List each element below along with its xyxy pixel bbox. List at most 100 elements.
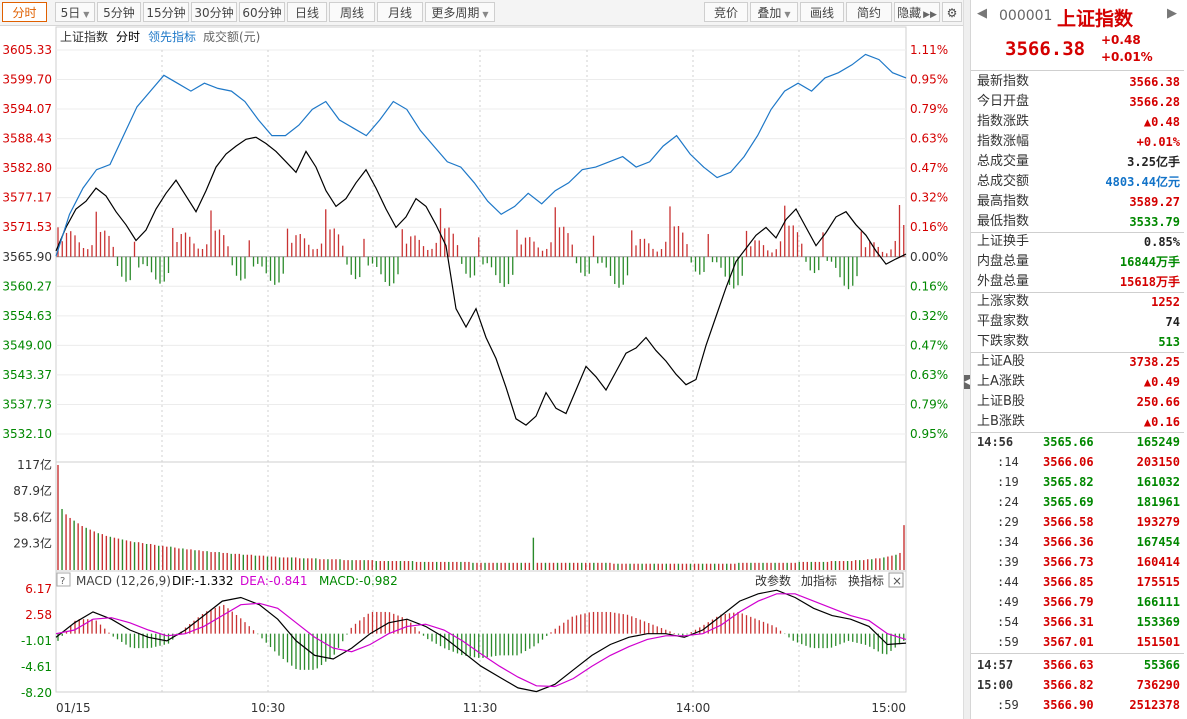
macd-tick-label: -1.01 xyxy=(21,634,52,648)
quote-row: 最高指数 3589.27 xyxy=(971,192,1184,212)
volume-tick-label: 87.9亿 xyxy=(13,483,52,498)
tick-volume: 153369 xyxy=(1136,615,1180,629)
quote-row: 内盘总量 16844万手 xyxy=(971,252,1184,272)
tick-volume: 181961 xyxy=(1136,495,1180,509)
tick-row: :49 3566.79 166111 xyxy=(971,592,1184,612)
tab-5min[interactable]: 5分钟 xyxy=(97,2,141,22)
chart-frame xyxy=(55,26,907,693)
tick-row: 14:56 3565.66 165249 xyxy=(971,432,1184,452)
hide-button[interactable]: 隐藏 ▶▶ xyxy=(894,2,940,22)
pct-tick-label: 1.11% xyxy=(910,43,948,57)
tick-row: :14 3566.06 203150 xyxy=(971,452,1184,472)
divider xyxy=(971,70,1184,71)
tick-volume: 175515 xyxy=(1136,575,1180,589)
y-tick-label: 3565.90 xyxy=(2,250,52,264)
simple-button[interactable]: 简约 xyxy=(846,2,892,22)
quote-row-value: 3533.79 xyxy=(1129,215,1180,229)
tick-volume: 166111 xyxy=(1136,595,1180,609)
y-tick-label: 3537.73 xyxy=(2,397,52,411)
tick-time: :24 xyxy=(997,495,1019,509)
divider xyxy=(971,352,1184,353)
tab-15min[interactable]: 15分钟 xyxy=(143,2,189,22)
tick-volume: 151501 xyxy=(1136,635,1180,649)
dea-line xyxy=(55,593,907,688)
tick-time: :19 xyxy=(997,475,1019,489)
macd-value: MACD:-0.982 xyxy=(319,574,398,588)
next-stock-icon[interactable]: ▶ xyxy=(1167,6,1177,21)
y-tick-label: 3582.80 xyxy=(2,161,52,175)
quote-row: 指数涨幅 +0.01% xyxy=(971,132,1184,152)
tab-5day[interactable]: 5日 ▼ xyxy=(55,2,95,22)
quote-row-label: 内盘总量 xyxy=(977,254,1030,269)
tick-volume: 736290 xyxy=(1136,678,1180,692)
quote-row: 最新指数 3566.38 xyxy=(971,72,1184,92)
settings-gear-icon[interactable]: ⚙ xyxy=(942,2,962,22)
chart-area[interactable]: 3605.33 1.11% 3599.70 0.95% 3594.07 0.79% 3588… xyxy=(0,0,963,719)
pct-tick-label: 0.32% xyxy=(910,191,948,205)
legend-lead: 领先指标 xyxy=(148,29,196,44)
swap-indicator-button[interactable]: 换指标 xyxy=(848,573,884,588)
caret-down-icon: ▼ xyxy=(83,10,90,19)
x-tick-label: 01/15 xyxy=(56,701,91,715)
tick-price: 3566.36 xyxy=(1043,535,1094,549)
tick-volume: 161032 xyxy=(1136,475,1180,489)
close-indicator-box[interactable] xyxy=(888,572,904,588)
lead-indicator-line xyxy=(55,53,907,257)
quote-row: 指数涨跌 ▲0.48 xyxy=(971,112,1184,132)
tab-fenshi[interactable]: 分时 xyxy=(2,2,47,22)
tick-time: 14:57 xyxy=(977,658,1014,672)
double-chevron-right-icon: ▶▶ xyxy=(923,10,937,20)
draw-line-button[interactable]: 画线 xyxy=(800,2,844,22)
legend-mode: 分时 xyxy=(116,30,140,44)
help-icon: ? xyxy=(60,576,65,587)
panel-splitter[interactable]: ◀ xyxy=(963,0,971,719)
y-tick-label: 3594.07 xyxy=(2,102,52,116)
tick-price: 3566.63 xyxy=(1043,658,1094,672)
quote-row: 上涨家数 1252 xyxy=(971,292,1184,312)
tick-row: :44 3566.85 175515 xyxy=(971,572,1184,592)
pct-tick-label: 0.47% xyxy=(910,338,948,352)
pct-tick-label: 0.63% xyxy=(910,368,948,382)
y-tick-label: 3605.33 xyxy=(2,43,52,57)
quote-row: 最低指数 3533.79 xyxy=(971,212,1184,232)
tab-monthly[interactable]: 月线 xyxy=(377,2,423,22)
pct-tick-label: 0.79% xyxy=(910,102,948,116)
tab-weekly[interactable]: 周线 xyxy=(329,2,375,22)
pct-tick-label: 0.16% xyxy=(910,279,948,293)
tick-time: :54 xyxy=(997,615,1019,629)
x-tick-label: 10:30 xyxy=(251,701,286,715)
adjust-params-button[interactable]: 改参数 xyxy=(755,573,791,588)
tick-volume: 203150 xyxy=(1136,455,1180,469)
tab-30min[interactable]: 30分钟 xyxy=(191,2,237,22)
quote-row: 上证B股 250.66 xyxy=(971,392,1184,412)
quote-row: 今日开盘 3566.28 xyxy=(971,92,1184,112)
quote-row: 总成交额 4803.44亿元 xyxy=(971,172,1184,192)
overlay-button[interactable]: 叠加 ▼ xyxy=(750,2,798,22)
y-tick-label: 3571.53 xyxy=(2,220,52,234)
tab-5day-label: 5日 xyxy=(60,6,81,20)
help-icon-box[interactable] xyxy=(56,572,71,587)
y-tick-label: 3560.27 xyxy=(2,279,52,293)
tab-daily[interactable]: 日线 xyxy=(287,2,327,22)
quote-row-label: 上A涨跌 xyxy=(977,374,1025,389)
macd-tick-label: -4.61 xyxy=(21,660,52,674)
add-indicator-button[interactable]: 加指标 xyxy=(801,573,837,588)
tick-time: 14:56 xyxy=(977,435,1014,449)
quote-row-label: 总成交量 xyxy=(977,154,1030,169)
tab-60min[interactable]: 60分钟 xyxy=(239,2,285,22)
tick-row: :34 3566.36 167454 xyxy=(971,532,1184,552)
quote-row-label: 今日开盘 xyxy=(977,94,1030,109)
tick-row: :39 3566.73 160414 xyxy=(971,552,1184,572)
quote-row-value: +0.01% xyxy=(1136,135,1180,149)
quote-row-label: 上证A股 xyxy=(977,354,1025,369)
quote-row: 上B涨跌 ▲0.16 xyxy=(971,412,1184,432)
auction-button[interactable]: 竞价 xyxy=(704,2,748,22)
quote-row-label: 上证B股 xyxy=(977,394,1025,409)
caret-down-icon: ▼ xyxy=(482,10,489,19)
pct-tick-label: 0.16% xyxy=(910,220,948,234)
tab-more-periods[interactable]: 更多周期 ▼ xyxy=(425,2,495,22)
quote-row-label: 上涨家数 xyxy=(977,294,1030,309)
prev-stock-icon[interactable]: ◀ xyxy=(977,6,987,21)
collapse-arrow-icon[interactable]: ◀ xyxy=(964,375,970,389)
quote-row-label: 平盘家数 xyxy=(977,314,1030,329)
